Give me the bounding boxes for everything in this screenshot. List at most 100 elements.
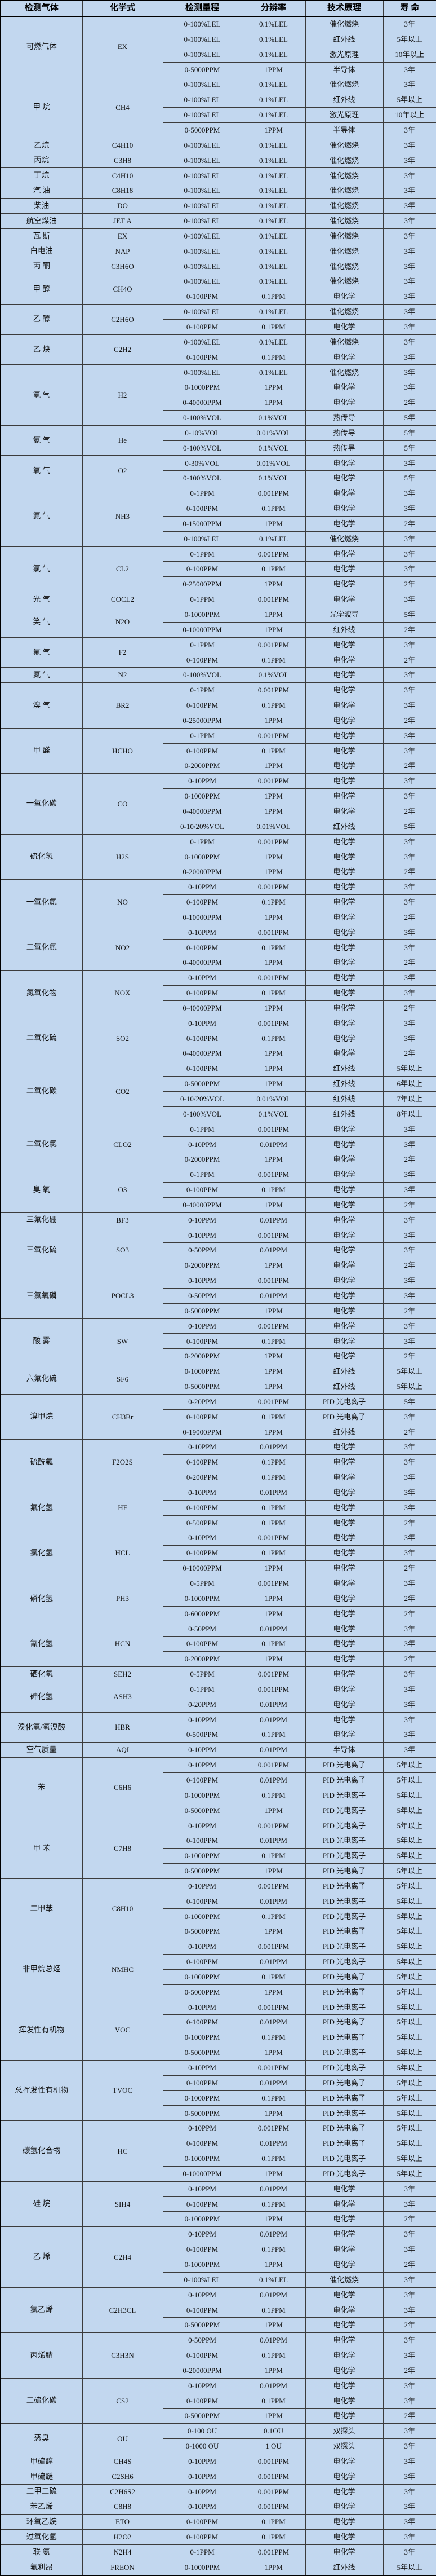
life-cell: 5年以上 — [382, 1924, 436, 1940]
formula-cell: SO3 — [82, 1227, 163, 1274]
life-cell: 3年 — [382, 61, 436, 78]
resolution-cell: 0.1%LEL — [241, 274, 306, 290]
table-row: 0-1000PPM 0.1PPM PID 光电离子 5年以上 — [1, 2030, 436, 2046]
resolution-cell: 1PPM — [241, 1076, 306, 1092]
life-cell: 3年 — [382, 2514, 436, 2530]
principle-cell: PID 光电离子 — [305, 1848, 384, 1864]
table-row: 可燃气体 EX 0-100%LEL 0.1%LEL 催化燃烧 3年 — [0, 16, 436, 78]
life-cell: 3年 — [382, 152, 436, 169]
life-cell: 3年 — [382, 2544, 436, 2560]
range-cell: 0-10PPM — [162, 1136, 242, 1153]
resolution-cell: 0.1PPM — [241, 1727, 306, 1743]
range-cell: 0-40000PPM — [162, 1046, 242, 1062]
principle-cell: 电化学 — [305, 1015, 384, 1031]
life-cell: 3年 — [382, 2468, 436, 2485]
principle-cell: 催化燃烧 — [305, 16, 384, 32]
range-cell: 0-100%LEL — [162, 304, 242, 320]
gas-name-cell: 总挥发性有机物 — [0, 2059, 83, 2121]
range-cell: 0-100PPM — [162, 985, 242, 1001]
table-row: 0-200PPM 0.1PPM 电化学 3年 — [1, 1470, 436, 1485]
table-row: 0-5000PPM 1PPM PID 光电离子 5年以上 — [1, 1924, 436, 1940]
resolution-cell: 0.001PPM — [241, 1757, 306, 1773]
gas-name-cell: 甲 烷 — [0, 77, 83, 138]
range-cell: 0-10000PPM — [162, 909, 242, 925]
table-row: 0-50PPM 0.01PPM 电化学 3年 — [1, 1287, 436, 1304]
resolution-cell: 0.1%LEL — [241, 152, 306, 169]
table-row: 0-100PPM 0.01PPM PID 光电离子 5年以上 — [1, 1893, 436, 1909]
range-cell: 0-5000PPM — [162, 2408, 242, 2424]
range-cell: 0-5000PPM — [162, 61, 242, 78]
table-row: 二氧化氮 NO2 0-10PPM 0.001PPM 电化学 3年 — [0, 924, 436, 971]
gas-name-cell: 二氧化氮 — [0, 924, 83, 971]
formula-cell: NMHC — [82, 1939, 163, 2000]
table-row: 0-1000PPM 1PPM 电化学 3年 — [1, 380, 436, 396]
resolution-cell: 0.1%LEL — [241, 31, 306, 47]
resolution-cell: 0.1PPM — [241, 894, 306, 910]
table-row: 0-10/20%VOL 0.01%VOL 红外线 7年以上 — [1, 1091, 436, 1107]
range-cell: 0-10000PPM — [162, 621, 242, 638]
range-cell: 0-20PPM — [162, 1696, 242, 1713]
life-cell: 5年以上 — [382, 2136, 436, 2151]
gas-name-cell: 丙 酮 — [0, 258, 83, 275]
principle-cell: PID 光电离子 — [305, 1409, 384, 1425]
life-cell: 3年 — [382, 697, 436, 713]
resolution-cell: 0.1PPM — [241, 1787, 306, 1803]
range-cell: 0-10PPM — [162, 1878, 242, 1894]
principle-cell: PID 光电离子 — [305, 1878, 384, 1894]
principle-cell: PID 光电离子 — [305, 1833, 384, 1849]
life-cell: 2年 — [382, 1605, 436, 1622]
range-cell: 0-20000PPM — [162, 864, 242, 880]
principle-cell: 电化学 — [305, 1696, 384, 1713]
resolution-cell: 1PPM — [241, 1924, 306, 1940]
gas-name-cell: 酸 雾 — [0, 1318, 83, 1365]
table-row: 0-100%VOL 0.1%VOL 热传导 5年 — [1, 440, 436, 456]
formula-cell: F2 — [82, 637, 163, 668]
life-cell: 3年 — [382, 198, 436, 214]
formula-cell: N2 — [82, 667, 163, 683]
gas-name-cell: 氟化氢 — [0, 1484, 83, 1531]
range-cell: 0-100%LEL — [162, 2271, 242, 2288]
table-row: 酸 雾 SW 0-10PPM 0.001PPM 电化学 3年 — [0, 1318, 436, 1365]
life-cell: 2年 — [382, 1651, 436, 1667]
range-cell: 0-100PPM — [162, 2014, 242, 2031]
resolution-cell: 1PPM — [241, 122, 306, 138]
resolution-cell: 0.01PPM — [241, 1696, 306, 1713]
resolution-cell: 1PPM — [241, 1378, 306, 1395]
resolution-cell: 1PPM — [241, 712, 306, 729]
range-cell: 0-50PPM — [162, 1242, 242, 1259]
range-cell: 0-100PPM — [162, 289, 242, 305]
principle-cell: 电化学 — [305, 894, 384, 910]
principle-cell: 电化学 — [305, 455, 384, 471]
range-cell: 0-1PPM — [162, 546, 242, 562]
life-cell: 3年 — [382, 228, 436, 244]
table-row: 氧 气 O2 0-30%VOL 0.01%VOL 电化学 3年 — [0, 455, 436, 487]
resolution-cell: 1PPM — [241, 2408, 306, 2424]
principle-cell: 电化学 — [305, 546, 384, 562]
column-header: 检测量程 — [162, 0, 242, 17]
resolution-cell: 0.1%LEL — [241, 183, 306, 199]
formula-cell: C3H6O — [82, 258, 163, 275]
resolution-cell: 1PPM — [241, 2362, 306, 2379]
resolution-cell: 0.01PPM — [241, 1212, 306, 1228]
gas-name-cell: 非甲烷总烃 — [0, 1939, 83, 2000]
formula-cell: C3H3N — [82, 2332, 163, 2379]
life-cell: 3年 — [382, 531, 436, 547]
table-row: 0-100%LEL 0.1%LEL 红外线 5年以上 — [1, 92, 436, 108]
table-row: 0-100PPM 0.1PPM PID 光电离子 3年 — [1, 1409, 436, 1425]
life-cell: 2年 — [382, 515, 436, 532]
resolution-cell: 0.1PPM — [241, 2514, 306, 2530]
table-row: 0-5000PPM 1PPM PID 光电离子 5年以上 — [1, 1984, 436, 2000]
life-cell: 2年 — [382, 864, 436, 880]
life-cell: 3年 — [382, 849, 436, 865]
principle-cell: 电化学 — [305, 501, 384, 517]
principle-cell: PID 光电离子 — [305, 1954, 384, 1970]
resolution-cell: 0.1PPM — [241, 2347, 306, 2363]
principle-cell: 电化学 — [305, 1000, 384, 1016]
life-cell: 8年以上 — [382, 1106, 436, 1122]
formula-cell: O3 — [82, 1167, 163, 1213]
table-row: 甲 苯 C7H8 0-10PPM 0.001PPM PID 光电离子 5年以上 — [0, 1818, 436, 1879]
life-cell: 3年 — [382, 2423, 436, 2439]
table-row: 柴油 DO 0-100%LEL 0.1%LEL 催化燃烧 3年 — [0, 198, 436, 214]
resolution-cell: 0.1PPM — [241, 1181, 306, 1198]
life-cell: 3年 — [382, 2226, 436, 2243]
